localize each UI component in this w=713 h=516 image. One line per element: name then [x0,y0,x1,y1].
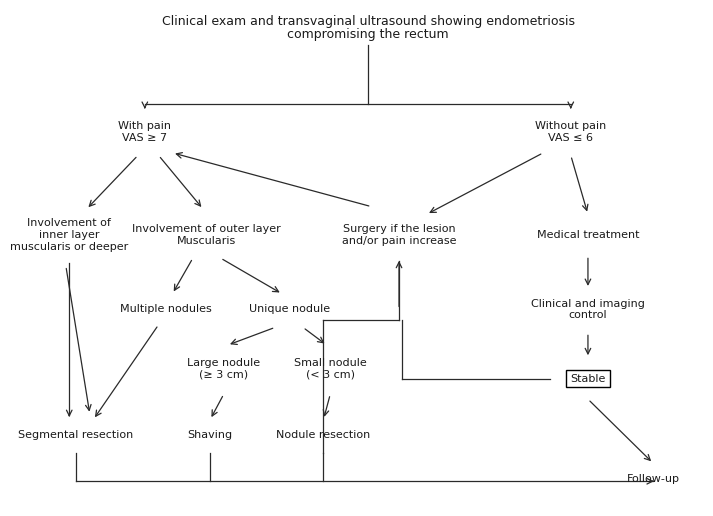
Text: Involvement of
inner layer
muscularis or deeper: Involvement of inner layer muscularis or… [10,218,128,251]
Text: Without pain
VAS ≤ 6: Without pain VAS ≤ 6 [535,121,606,143]
Text: Multiple nodules: Multiple nodules [120,304,211,314]
Text: Follow-up: Follow-up [627,474,679,483]
Text: Involvement of outer layer
Muscularis: Involvement of outer layer Muscularis [133,224,281,246]
Text: Clinical exam and transvaginal ultrasound showing endometriosis: Clinical exam and transvaginal ultrasoun… [162,15,575,28]
Text: Medical treatment: Medical treatment [537,230,639,240]
Text: compromising the rectum: compromising the rectum [287,28,449,41]
Text: Surgery if the lesion
and/or pain increase: Surgery if the lesion and/or pain increa… [342,224,456,246]
Text: Segmental resection: Segmental resection [19,430,134,440]
Text: Unique nodule: Unique nodule [249,304,329,314]
Text: Nodule resection: Nodule resection [277,430,371,440]
Text: Small nodule
(< 3 cm): Small nodule (< 3 cm) [294,358,366,379]
Text: Shaving: Shaving [188,430,232,440]
Text: Clinical and imaging
control: Clinical and imaging control [531,299,645,320]
Text: Stable: Stable [570,374,605,383]
Text: With pain
VAS ≥ 7: With pain VAS ≥ 7 [118,121,171,143]
Text: Large nodule
(≥ 3 cm): Large nodule (≥ 3 cm) [188,358,260,379]
